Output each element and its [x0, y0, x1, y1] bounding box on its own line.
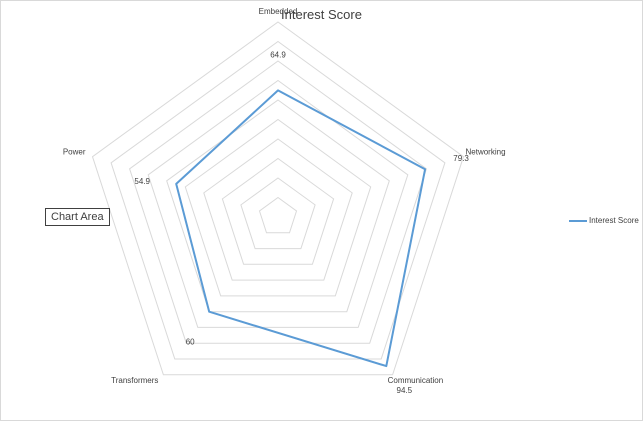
chart-title[interactable]: Interest Score — [281, 7, 362, 22]
category-label: Power — [63, 148, 86, 157]
grid-ring — [91, 21, 465, 376]
grid-ring — [258, 196, 298, 234]
legend[interactable]: Interest Score — [569, 216, 639, 225]
data-label: 60 — [186, 338, 195, 347]
grid-ring — [110, 40, 446, 360]
data-label: 79.3 — [453, 154, 469, 163]
grid-ring — [129, 60, 427, 344]
grid-ring — [147, 79, 409, 328]
grid-ring — [184, 118, 372, 297]
legend-label: Interest Score — [589, 216, 639, 225]
category-label: Networking — [466, 148, 506, 157]
grid-ring — [166, 99, 390, 313]
grid-ring — [221, 157, 335, 265]
data-label: 54.9 — [134, 177, 150, 186]
category-label: Communication — [388, 376, 444, 385]
grid-ring — [240, 177, 316, 250]
category-label: Transformers — [111, 376, 158, 385]
series-line[interactable] — [175, 89, 427, 368]
chart-area-tooltip: Chart Area — [45, 208, 110, 226]
data-label: 94.5 — [397, 386, 413, 395]
legend-swatch — [569, 219, 587, 222]
grid-ring — [203, 138, 353, 281]
data-label: 64.9 — [270, 50, 286, 59]
category-label: Embedded — [259, 7, 298, 16]
